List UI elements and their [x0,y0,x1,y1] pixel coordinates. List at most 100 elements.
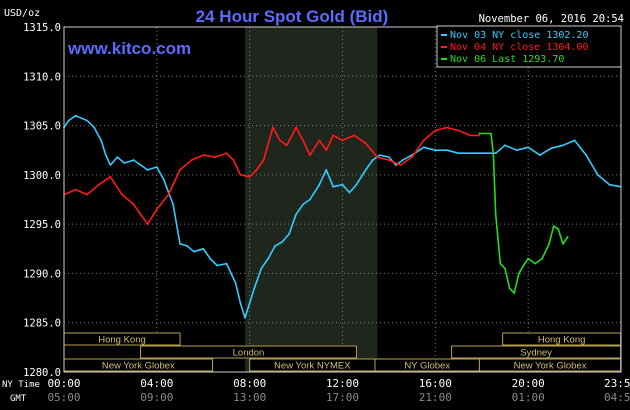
data-point [318,183,321,186]
session-label: New York Globex [514,361,587,372]
data-point [225,262,228,265]
data-point [446,126,448,129]
data-point [260,267,263,270]
data-point [434,129,437,132]
data-point [167,193,170,196]
data-point [490,132,492,135]
data-point [232,159,235,161]
x-tick-label-gmt: 21:00 [419,391,452,404]
data-point [446,149,448,152]
data-point [288,233,291,235]
data-point [348,191,351,194]
x-tick-label-gmt: 05:00 [47,391,80,404]
data-point [179,169,181,171]
session-label: Hong Kong [538,335,586,346]
legend-box [436,25,622,68]
data-point [538,154,541,157]
data-point [146,169,149,171]
data-point [100,139,103,142]
data-point [86,119,89,122]
data-point [193,250,195,253]
series-line-3 [479,132,569,294]
data-point [541,257,543,260]
x-tick-label-ny: 04:00 [140,377,173,390]
data-point [202,247,205,250]
x-tick-label-gmt: 13:00 [233,391,266,404]
data-point [190,159,193,161]
x-tick-label-ny: 23:59 [604,377,630,390]
x-tick-label-ny: 00:00 [47,377,80,390]
y-tick-label: 1295.0 [23,219,61,231]
data-point [97,183,100,186]
data-point [355,183,358,186]
data-point [285,144,288,147]
data-point [376,156,379,159]
data-point [309,198,311,201]
data-point [527,146,530,149]
data-point [457,152,460,155]
data-point [234,282,237,285]
data-point [179,242,181,245]
data-point [341,183,344,186]
y-tick-label: 1285.0 [23,318,61,330]
y-tick-label: 1280.0 [23,367,61,379]
data-point [508,287,511,290]
data-point [469,152,472,155]
data-point [585,154,588,157]
data-point [121,193,123,196]
y-tick-label: 1300.0 [23,170,61,182]
data-point [478,134,481,137]
data-point [271,126,274,129]
data-point [267,257,270,260]
data-point [550,147,553,150]
data-point [341,139,344,142]
legend-entry: Nov 06 Last 1293.70 [450,54,564,65]
data-point [527,257,530,260]
data-point [302,139,304,142]
data-point [517,272,520,275]
data-point [295,126,297,129]
data-point [67,119,70,122]
legend-entry: Nov 04 NY close 1304.00 [450,42,588,53]
data-point [325,149,328,152]
data-point [499,262,502,265]
gmt-label: GMT [10,394,27,404]
data-point [411,156,414,159]
y-tick-label: 1305.0 [23,121,61,133]
session-label: New York Globex [102,361,175,372]
data-point [139,213,142,216]
data-point [162,178,165,181]
data-point [209,257,212,260]
data-point [244,316,246,319]
data-point [146,223,149,226]
data-point [394,164,397,166]
data-point [213,156,216,159]
data-point [566,236,569,238]
data-point [422,146,425,149]
x-tick-label-gmt: 09:00 [140,391,173,404]
data-point [93,126,96,129]
data-point [485,152,488,155]
data-point [248,175,251,178]
data-point [494,213,497,216]
data-point [104,154,107,157]
data-point [562,242,564,245]
data-point [255,169,258,171]
legend-entry: Nov 03 NY close 1302.20 [450,30,588,41]
x-tick-label-ny: 12:00 [326,377,359,390]
data-point [116,156,119,159]
x-tick-label-gmt: 04:59 [604,391,630,404]
data-point [309,154,311,157]
data-point [422,139,425,142]
data-point [513,292,516,295]
data-point [109,175,112,178]
data-point [202,154,205,157]
data-point [457,129,460,132]
x-tick-label-ny: 20:00 [512,377,545,390]
x-tick-label-gmt: 17:00 [326,391,359,404]
data-point [469,134,472,137]
data-point [388,159,390,161]
data-point [318,139,321,142]
